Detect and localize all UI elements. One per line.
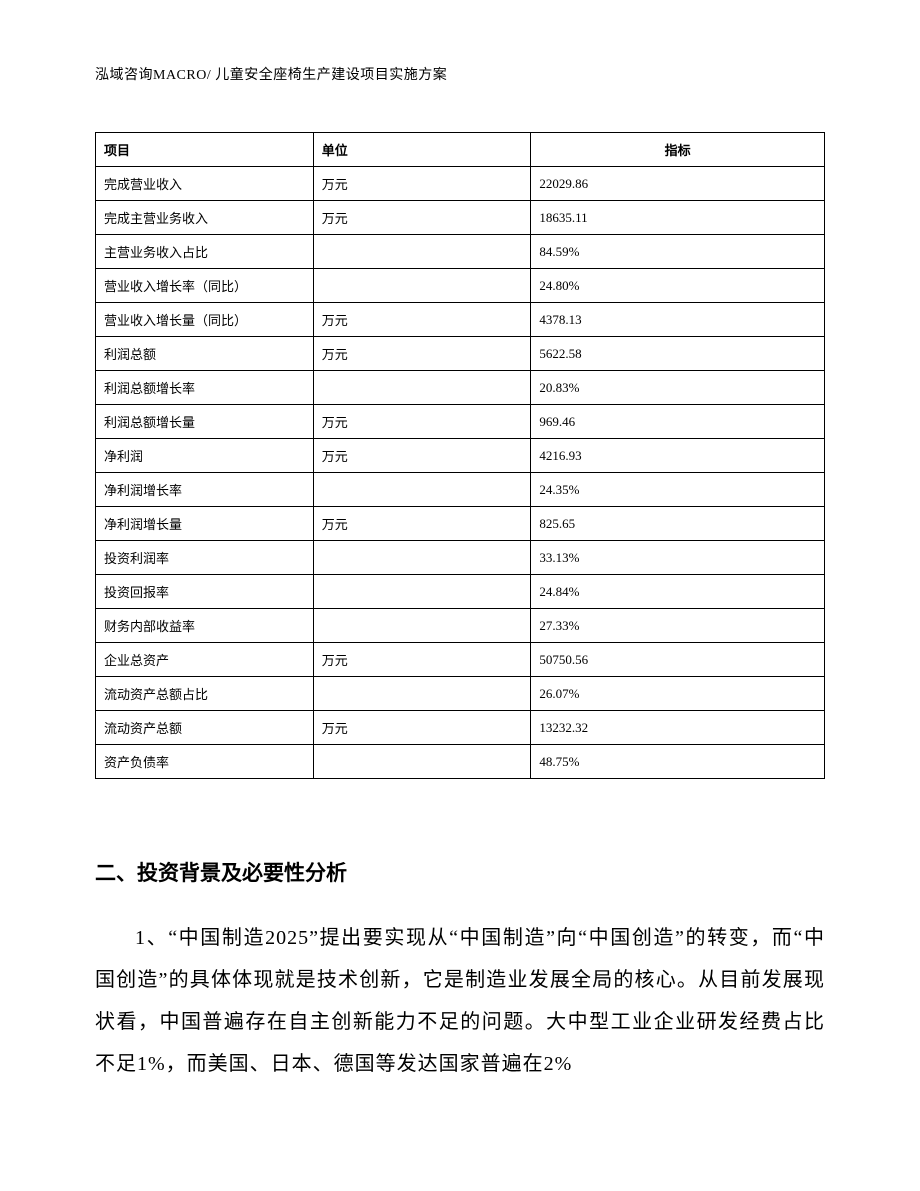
table-row: 流动资产总额占比 26.07% — [96, 677, 825, 711]
table-row: 财务内部收益率 27.33% — [96, 609, 825, 643]
cell-index: 18635.11 — [531, 201, 825, 235]
table-row: 流动资产总额 万元 13232.32 — [96, 711, 825, 745]
cell-unit: 万元 — [313, 711, 531, 745]
section-heading: 二、投资背景及必要性分析 — [95, 857, 825, 887]
table-header-item: 项目 — [96, 133, 314, 167]
cell-unit — [313, 371, 531, 405]
cell-index: 24.80% — [531, 269, 825, 303]
table-row: 净利润增长量 万元 825.65 — [96, 507, 825, 541]
cell-item: 企业总资产 — [96, 643, 314, 677]
table-row: 企业总资产 万元 50750.56 — [96, 643, 825, 677]
table-header-index: 指标 — [531, 133, 825, 167]
cell-index: 825.65 — [531, 507, 825, 541]
table-row: 主营业务收入占比 84.59% — [96, 235, 825, 269]
cell-item: 主营业务收入占比 — [96, 235, 314, 269]
cell-item: 财务内部收益率 — [96, 609, 314, 643]
table-row: 投资回报率 24.84% — [96, 575, 825, 609]
cell-item: 营业收入增长率（同比） — [96, 269, 314, 303]
cell-item: 流动资产总额占比 — [96, 677, 314, 711]
cell-unit: 万元 — [313, 507, 531, 541]
cell-unit: 万元 — [313, 167, 531, 201]
cell-index: 27.33% — [531, 609, 825, 643]
table-row: 完成营业收入 万元 22029.86 — [96, 167, 825, 201]
cell-index: 26.07% — [531, 677, 825, 711]
cell-unit: 万元 — [313, 201, 531, 235]
table-row: 净利润增长率 24.35% — [96, 473, 825, 507]
cell-index: 5622.58 — [531, 337, 825, 371]
cell-item: 完成营业收入 — [96, 167, 314, 201]
cell-unit — [313, 541, 531, 575]
cell-item: 利润总额 — [96, 337, 314, 371]
cell-item: 净利润 — [96, 439, 314, 473]
indicators-table: 项目 单位 指标 完成营业收入 万元 22029.86 完成主营业务收入 万元 … — [95, 132, 825, 779]
cell-item: 利润总额增长率 — [96, 371, 314, 405]
cell-index: 33.13% — [531, 541, 825, 575]
cell-unit: 万元 — [313, 337, 531, 371]
cell-index: 13232.32 — [531, 711, 825, 745]
cell-unit: 万元 — [313, 643, 531, 677]
cell-item: 流动资产总额 — [96, 711, 314, 745]
table-row: 投资利润率 33.13% — [96, 541, 825, 575]
body-paragraph: 1、“中国制造2025”提出要实现从“中国制造”向“中国创造”的转变，而“中国创… — [95, 917, 825, 1085]
cell-item: 完成主营业务收入 — [96, 201, 314, 235]
cell-unit — [313, 473, 531, 507]
table-row: 利润总额增长量 万元 969.46 — [96, 405, 825, 439]
cell-index: 20.83% — [531, 371, 825, 405]
cell-unit — [313, 575, 531, 609]
cell-unit — [313, 677, 531, 711]
cell-unit: 万元 — [313, 439, 531, 473]
page-header: 泓域咨询MACRO/ 儿童安全座椅生产建设项目实施方案 — [95, 64, 825, 84]
cell-index: 24.35% — [531, 473, 825, 507]
cell-item: 资产负债率 — [96, 745, 314, 779]
cell-index: 48.75% — [531, 745, 825, 779]
cell-index: 22029.86 — [531, 167, 825, 201]
table-row: 营业收入增长率（同比） 24.80% — [96, 269, 825, 303]
cell-unit: 万元 — [313, 303, 531, 337]
cell-unit: 万元 — [313, 405, 531, 439]
table-row: 营业收入增长量（同比） 万元 4378.13 — [96, 303, 825, 337]
cell-unit — [313, 235, 531, 269]
page: 泓域咨询MACRO/ 儿童安全座椅生产建设项目实施方案 项目 单位 指标 完成营… — [0, 0, 920, 1085]
cell-item: 净利润增长量 — [96, 507, 314, 541]
cell-item: 净利润增长率 — [96, 473, 314, 507]
table-row: 资产负债率 48.75% — [96, 745, 825, 779]
table-row: 利润总额增长率 20.83% — [96, 371, 825, 405]
table-row: 利润总额 万元 5622.58 — [96, 337, 825, 371]
cell-index: 969.46 — [531, 405, 825, 439]
cell-index: 50750.56 — [531, 643, 825, 677]
cell-index: 4378.13 — [531, 303, 825, 337]
table-header-unit: 单位 — [313, 133, 531, 167]
cell-index: 4216.93 — [531, 439, 825, 473]
cell-item: 投资回报率 — [96, 575, 314, 609]
cell-unit — [313, 609, 531, 643]
cell-item: 投资利润率 — [96, 541, 314, 575]
table-row: 完成主营业务收入 万元 18635.11 — [96, 201, 825, 235]
cell-unit — [313, 269, 531, 303]
cell-item: 营业收入增长量（同比） — [96, 303, 314, 337]
cell-index: 24.84% — [531, 575, 825, 609]
cell-index: 84.59% — [531, 235, 825, 269]
cell-item: 利润总额增长量 — [96, 405, 314, 439]
table-row: 净利润 万元 4216.93 — [96, 439, 825, 473]
table-header-row: 项目 单位 指标 — [96, 133, 825, 167]
cell-unit — [313, 745, 531, 779]
